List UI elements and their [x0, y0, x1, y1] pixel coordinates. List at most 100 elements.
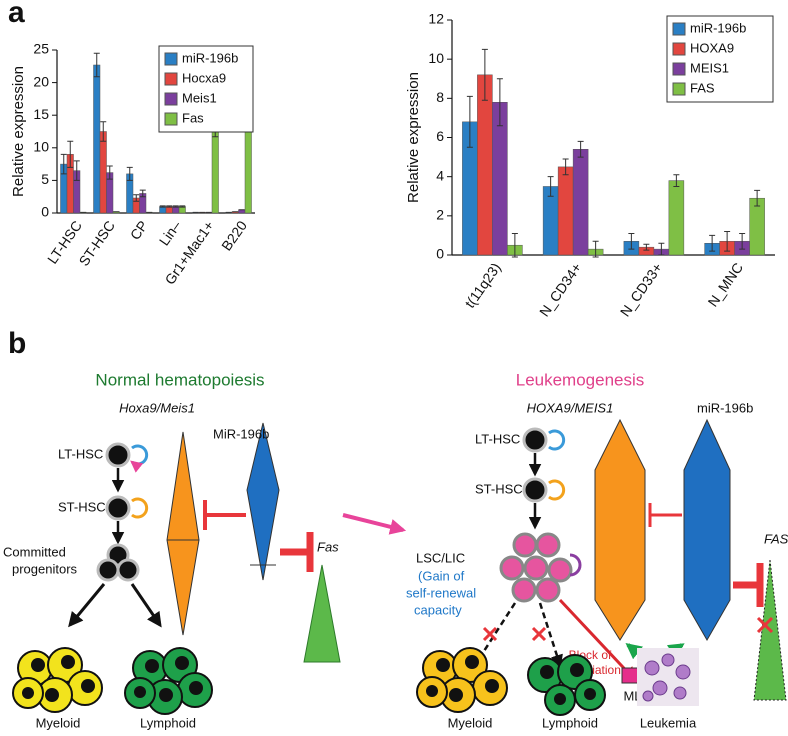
bar	[211, 127, 219, 214]
error-bar	[511, 232, 518, 258]
cell-label: Lymphoid	[140, 715, 196, 730]
legend-label: Hocxa9	[182, 70, 226, 85]
cell-label: self-renewal	[406, 585, 476, 600]
error-bar	[172, 205, 179, 208]
y-axis-label: Relative expression	[10, 66, 27, 197]
legend-label: HOXA9	[690, 40, 734, 55]
x-tick-label: CP	[127, 218, 151, 243]
x-tick-label: N_MNC	[704, 260, 746, 310]
legend-swatch	[672, 62, 686, 76]
legend-swatch	[164, 52, 178, 66]
error-bar	[481, 48, 488, 101]
error-bar	[547, 176, 554, 197]
legend-label: FAS	[690, 80, 715, 95]
panel-label: a	[8, 0, 25, 29]
mir-label: miR-196b	[697, 400, 753, 415]
legend-swatch	[672, 22, 686, 36]
bar	[749, 197, 765, 256]
error-bar	[658, 242, 665, 256]
error-bar	[739, 232, 746, 250]
bar	[557, 166, 574, 256]
error-bar	[60, 153, 67, 175]
error-bar	[577, 140, 584, 158]
x-tick-label: B220	[218, 217, 250, 253]
error-bar	[643, 243, 650, 251]
panel-label: b	[8, 327, 26, 360]
y-tick-label: 15	[33, 106, 49, 122]
error-bar	[93, 52, 100, 78]
y-tick-label: 10	[428, 50, 444, 66]
legend-swatch	[672, 82, 686, 96]
error-bar	[628, 232, 635, 250]
diagram-title: Leukemogenesis	[516, 370, 645, 389]
error-bar	[166, 205, 173, 208]
error-bar	[562, 158, 569, 176]
cell-label: LSC/LIC	[416, 550, 465, 565]
error-bar	[73, 160, 80, 181]
y-tick-label: 20	[33, 73, 49, 89]
legend-label: MEIS1	[690, 60, 729, 75]
error-bar	[466, 95, 473, 148]
y-tick-label: 12	[428, 11, 444, 27]
error-bar	[673, 174, 680, 187]
legend-swatch	[164, 112, 178, 126]
gene-label: HOXA9/MEIS1	[527, 400, 614, 415]
diagram-title: Normal hematopoiesis	[95, 370, 264, 389]
y-tick-label: 6	[436, 128, 444, 144]
cell-label: LT-HSC	[475, 431, 520, 446]
bar	[93, 64, 101, 214]
error-bar	[709, 234, 716, 252]
error-bar	[159, 205, 166, 208]
y-tick-label: 0	[41, 204, 49, 220]
bar	[477, 74, 493, 256]
legend-label: Fas	[182, 110, 204, 125]
diagram: Normal hematopoiesis Hoxa9/Meis1 LT-HSC …	[3, 370, 788, 730]
x-tick-label: N_CD33+	[617, 260, 666, 320]
cell-label: (Gain of	[418, 568, 465, 583]
y-axis-label: Relative expression	[405, 72, 422, 203]
y-tick-label: 8	[436, 89, 444, 105]
cell-label: capacity	[414, 602, 462, 617]
mir-label: MiR-196b	[213, 426, 269, 441]
cell-label: ST-HSC	[58, 499, 106, 514]
legend-label: Meis1	[182, 90, 217, 105]
y-tick-label: 4	[436, 167, 444, 183]
cell-label: Lymphoid	[542, 715, 598, 730]
cell-label: Myeloid	[36, 715, 81, 730]
cell-label: Myeloid	[448, 715, 493, 730]
bar	[668, 180, 685, 256]
legend-swatch	[164, 72, 178, 86]
x-tick-label: Lin–	[156, 217, 184, 248]
y-tick-label: 25	[33, 41, 49, 57]
cell-label: ST-HSC	[475, 481, 523, 496]
error-bar	[139, 189, 146, 198]
legend-swatch	[164, 92, 178, 106]
error-bar	[126, 166, 133, 181]
gene-label: Hoxa9/Meis1	[119, 400, 195, 415]
y-tick-label: 2	[436, 207, 444, 223]
cell-label: LT-HSC	[58, 446, 103, 461]
y-tick-label: 10	[33, 139, 49, 155]
error-bar	[100, 121, 107, 142]
x-tick-label: N_CD34+	[536, 260, 585, 320]
x-tick-label: t(11q23)	[461, 260, 503, 311]
error-bar	[724, 231, 731, 252]
fas-label: Fas	[317, 539, 339, 554]
legend-label: miR-196b	[690, 20, 746, 35]
bar	[99, 131, 107, 214]
y-tick-label: 5	[41, 171, 49, 187]
error-bar	[592, 240, 599, 258]
error-bar	[754, 189, 761, 207]
error-bar	[67, 140, 74, 168]
y-tick-label: 0	[436, 246, 444, 262]
cell-label: Leukemia	[640, 715, 697, 730]
error-bar	[496, 78, 503, 127]
legend-label: miR-196b	[182, 50, 238, 65]
cell-label: Committed	[3, 544, 66, 559]
error-bar	[133, 194, 140, 202]
cell-label: progenitors	[12, 561, 78, 576]
fas-label: FAS	[764, 531, 788, 546]
legend-swatch	[672, 42, 686, 56]
error-bar	[106, 165, 113, 180]
